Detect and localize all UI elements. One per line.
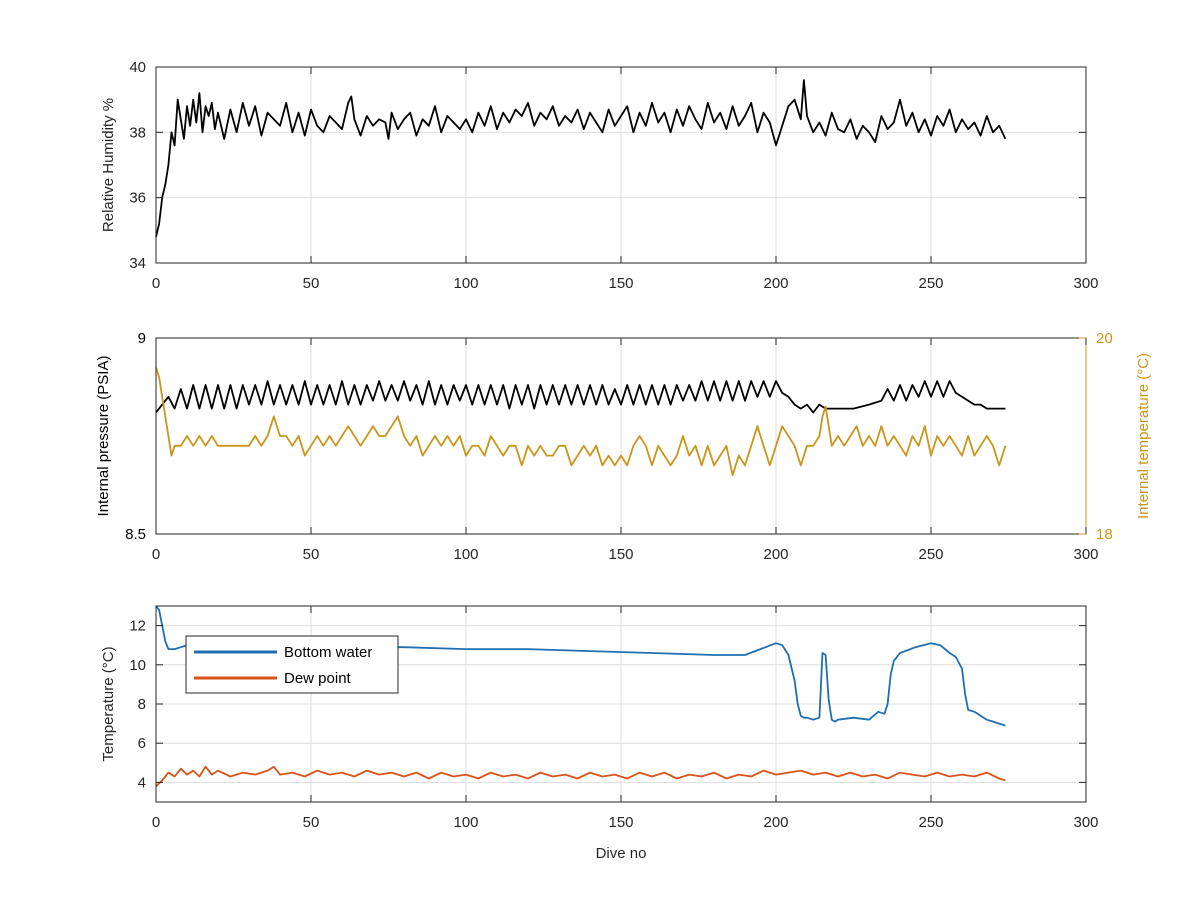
pressure-series-layer [155, 367, 1007, 477]
humidity-xtick-label: 200 [763, 275, 788, 292]
legend-box [185, 635, 399, 694]
pressure-xtick-label: 300 [1073, 546, 1098, 563]
humidity-line-series-0 [155, 79, 1007, 238]
pressure-xtick-label: 250 [918, 546, 943, 563]
pressure-xtick-label: 0 [152, 546, 160, 563]
humidity-ytick-label: 40 [129, 59, 146, 76]
legend-label-dew-point: Dew point [284, 670, 352, 687]
legend: Bottom water Dew point [185, 635, 399, 694]
legend-label-bottom-water: Bottom water [284, 644, 372, 661]
temperature-ytick-label: 4 [138, 774, 146, 791]
humidity-ytick-label: 34 [129, 255, 146, 272]
temperature-xtick-label: 0 [152, 814, 160, 831]
temperature-yticks: 4 6 8 10 12 [129, 618, 1086, 791]
temperature-xtick-label: 150 [608, 814, 633, 831]
humidity-yticks: 34 36 38 40 [129, 59, 1086, 272]
temperature-xtick-label: 200 [763, 814, 788, 831]
temperature-ylabel: Temperature (°C) [100, 646, 117, 761]
pressure-xtick-label: 200 [763, 546, 788, 563]
panel-temperature: 0 50 100 150 200 250 300 4 6 8 10 12 Temperature (… [100, 605, 1099, 862]
pressure-line-series-0 [155, 380, 1006, 414]
pressure-xtick-label: 100 [453, 546, 478, 563]
humidity-xtick-label: 150 [608, 275, 633, 292]
humidity-xtick-label: 0 [152, 275, 160, 292]
temperature-y2label: Internal temperature (°C) [1135, 353, 1152, 519]
panel-humidity: 0 50 100 150 200 250 300 34 36 38 40 Relative Hum… [100, 59, 1099, 292]
temperature-grid [156, 606, 1086, 802]
pressure-xticks: 0 50 100 150 200 250 300 [152, 338, 1099, 563]
humidity-xtick-label: 100 [453, 275, 478, 292]
temperature-line-dew-point [155, 765, 1006, 787]
temperature-ytick-label: 10 [129, 657, 146, 674]
humidity-xticks: 0 50 100 150 200 250 300 [152, 67, 1099, 292]
humidity-xtick-label: 250 [918, 275, 943, 292]
temperature-xtick-label: 250 [918, 814, 943, 831]
temperature-ytick-label: 12 [129, 618, 146, 635]
humidity-xtick-label: 300 [1073, 275, 1098, 292]
temperature-xticks: 0 50 100 150 200 250 300 [152, 606, 1099, 831]
humidity-grid [156, 67, 1086, 263]
humidity-ytick-label: 36 [129, 190, 146, 207]
humidity-ylabel: Relative Humidity % [100, 98, 117, 232]
temperature-xlabel: Dive no [596, 845, 647, 862]
humidity-ytick-label: 38 [129, 124, 146, 141]
temperature-xtick-label: 100 [453, 814, 478, 831]
humidity-xtick-label: 50 [303, 275, 320, 292]
temperature-xtick-label: 50 [303, 814, 320, 831]
pressure-grid [310, 338, 932, 534]
pressure-ytick-label: 9 [138, 330, 146, 347]
pressure-ytick-label: 8.5 [125, 526, 146, 543]
pressure-y2tick-label: 18 [1096, 526, 1113, 543]
pressure-yticks: 8.59 [125, 330, 163, 543]
pressure-xtick-label: 50 [303, 546, 320, 563]
pressure-xtick-label: 150 [608, 546, 633, 563]
temperature-ytick-label: 8 [138, 696, 146, 713]
temperature-ytick-label: 6 [138, 735, 146, 752]
humidity-series-layer [155, 79, 1007, 238]
pressure-line-series-1 [155, 367, 1007, 477]
temperature-xtick-label: 300 [1073, 814, 1098, 831]
temperature-series-layer [155, 605, 1006, 787]
pressure-ylabel: Internal pressure (PSIA) [95, 356, 112, 517]
pressure-y2tick-label: 20 [1096, 330, 1113, 347]
